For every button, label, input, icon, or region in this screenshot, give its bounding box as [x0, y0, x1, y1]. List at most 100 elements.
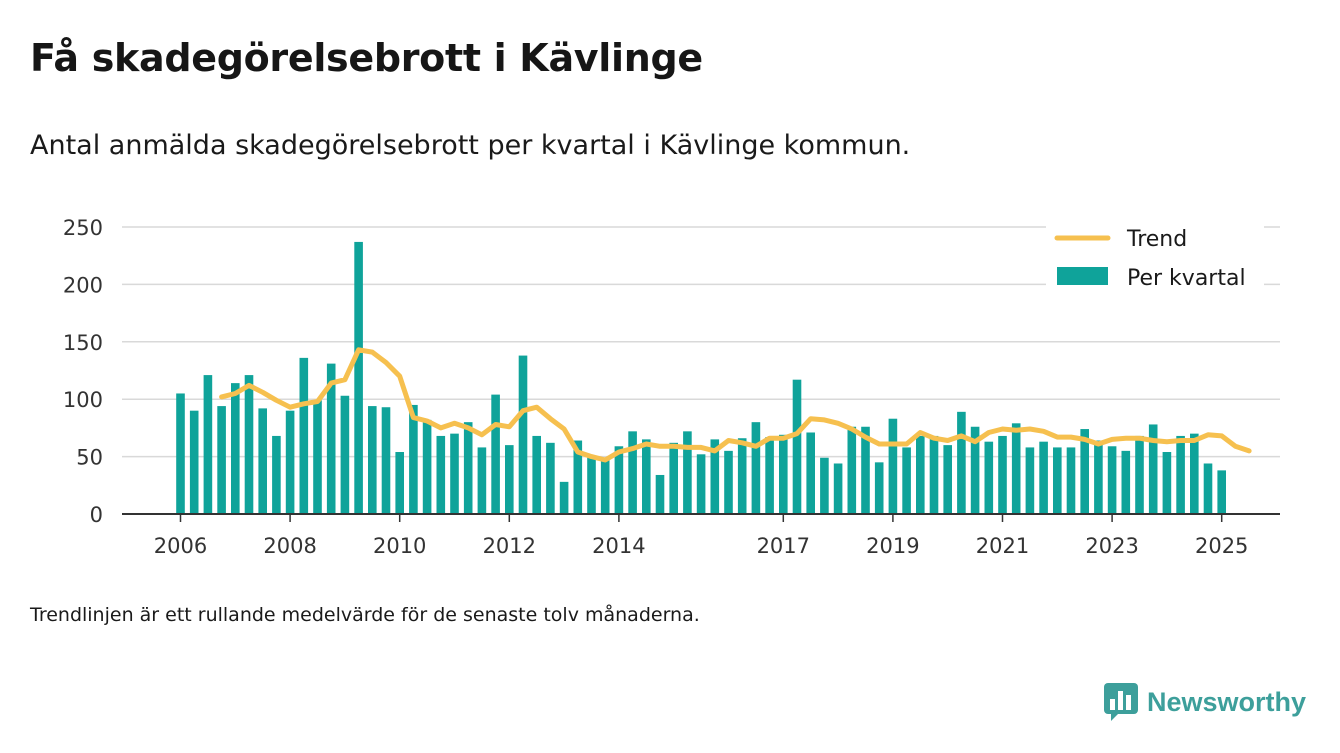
x-tick-label: 2021	[976, 534, 1029, 558]
bar	[902, 447, 911, 514]
bar	[491, 394, 500, 514]
bar	[450, 433, 459, 514]
bar	[874, 462, 884, 514]
bar	[244, 375, 254, 514]
bar-series	[176, 241, 1226, 514]
trend-line	[219, 347, 1252, 463]
bar	[409, 404, 418, 514]
bar	[833, 463, 843, 514]
bar	[1176, 435, 1185, 514]
bar	[505, 445, 514, 514]
bar	[1066, 447, 1076, 514]
bar	[1190, 433, 1199, 514]
bar	[1011, 423, 1021, 514]
bar	[765, 437, 774, 514]
bar	[888, 418, 898, 514]
x-tick-label: 2014	[592, 534, 645, 558]
bar	[1148, 424, 1158, 514]
y-tick-label: 50	[76, 446, 103, 470]
chart-subtitle: Antal anmälda skadegörelsebrott per kvar…	[30, 130, 911, 161]
x-tick-label: 2017	[757, 534, 810, 558]
bar	[792, 379, 802, 514]
y-tick-label: 0	[90, 503, 103, 527]
bar	[258, 408, 267, 514]
bar	[1121, 450, 1131, 514]
bar	[1203, 463, 1213, 514]
bar	[587, 456, 596, 514]
bar	[847, 426, 857, 514]
bar	[1025, 447, 1035, 514]
bar	[1094, 440, 1103, 514]
bar	[916, 435, 925, 514]
bar	[203, 375, 213, 514]
x-tick-label: 2008	[263, 534, 316, 558]
bar	[340, 395, 350, 514]
bar	[929, 435, 939, 514]
bar	[477, 447, 487, 514]
y-axis: 0 50 100 150 200 250	[63, 216, 103, 527]
bar	[683, 431, 692, 514]
bar	[696, 454, 706, 514]
bar	[395, 452, 404, 514]
bar	[313, 400, 322, 514]
y-tick-label: 250	[63, 216, 103, 240]
bar	[779, 434, 788, 514]
bar	[217, 406, 226, 514]
bar	[1039, 441, 1048, 514]
footnote: Trendlinjen är ett rullande medelvärde f…	[30, 604, 700, 626]
newsworthy-logo-icon	[1103, 683, 1138, 721]
bar	[957, 411, 966, 514]
bar	[422, 419, 432, 514]
bar	[669, 442, 678, 514]
x-tick-label: 2010	[373, 534, 426, 558]
legend-bar-swatch	[1057, 267, 1108, 285]
bar	[806, 432, 815, 514]
bar	[642, 439, 651, 514]
bar	[751, 422, 761, 514]
x-tick-label: 2025	[1195, 534, 1248, 558]
x-tick-label: 2023	[1085, 534, 1138, 558]
bar	[189, 410, 199, 514]
bar	[559, 481, 569, 514]
bar	[724, 450, 733, 514]
bar	[861, 426, 870, 514]
x-tick-labels: 2006 2008 2010 2012 2014 2017 2019 2021 2023 2025	[154, 514, 1248, 558]
bar	[1135, 435, 1144, 514]
bar	[970, 426, 980, 514]
y-tick-label: 200	[63, 273, 103, 297]
chart-area: 0 50 100 150 200 250 2006 2008 2010 2012 2014 2017…	[63, 215, 1280, 558]
bar	[820, 457, 829, 514]
legend-bar-label: Per kvartal	[1127, 266, 1246, 291]
bar	[354, 241, 363, 514]
bar	[326, 363, 336, 514]
bar	[1080, 429, 1089, 514]
bar	[614, 446, 624, 514]
bar	[655, 474, 665, 514]
bar	[272, 435, 281, 514]
bar	[1053, 447, 1062, 514]
bar	[231, 383, 240, 514]
bar	[463, 422, 473, 514]
brand: Newsworthy	[1103, 680, 1306, 724]
bar	[1162, 452, 1172, 514]
y-tick-label: 150	[63, 331, 103, 355]
x-tick-label: 2012	[483, 534, 536, 558]
bar	[299, 357, 309, 514]
x-tick-label: 2019	[866, 534, 919, 558]
bar	[984, 441, 994, 514]
bar	[285, 410, 295, 514]
bar	[710, 439, 720, 514]
bar	[573, 440, 583, 514]
legend-trend-label: Trend	[1126, 227, 1187, 252]
brand-name: Newsworthy	[1146, 686, 1306, 717]
bar	[176, 393, 185, 514]
bar	[998, 435, 1007, 514]
bar	[600, 460, 610, 514]
bar	[381, 407, 391, 514]
chart-title: Få skadegörelsebrott i Kävlinge	[30, 36, 703, 80]
bar	[518, 355, 528, 514]
bar	[368, 406, 377, 514]
bar	[546, 442, 555, 514]
bar	[532, 435, 541, 514]
bar	[1217, 470, 1226, 514]
